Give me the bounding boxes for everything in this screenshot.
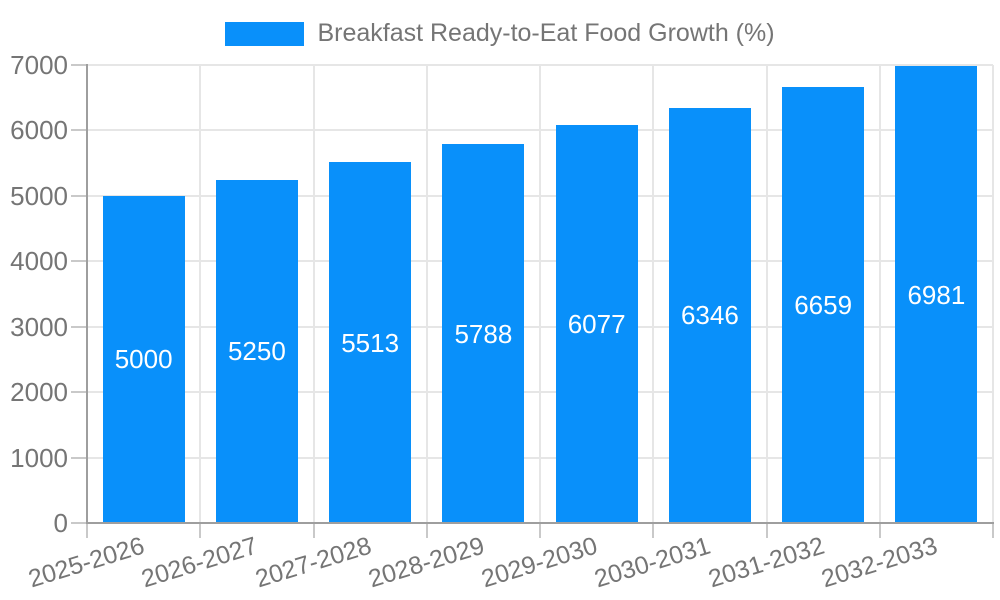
legend: Breakfast Ready-to-Eat Food Growth (%)	[0, 19, 1000, 48]
y-axis-tick-label: 7000	[10, 50, 68, 80]
y-tick-mark	[71, 64, 87, 66]
bar[interactable]	[668, 107, 751, 523]
bar-value-label: 5000	[114, 344, 173, 375]
bar[interactable]	[329, 162, 412, 523]
bar-value-label: 5250	[227, 336, 286, 367]
x-tick-mark	[425, 524, 428, 538]
x-axis-category-label: 2026-2027	[138, 531, 261, 594]
gridline-vertical	[539, 65, 541, 523]
x-tick-mark	[539, 524, 541, 538]
bar-value-label: 6981	[907, 279, 966, 310]
bar-value-label: 5513	[341, 327, 400, 358]
gridline-vertical	[425, 65, 428, 523]
bar[interactable]	[555, 125, 638, 523]
x-axis-category-label: 2032-2033	[817, 531, 941, 594]
x-axis-category-label: 2029-2030	[478, 531, 601, 594]
bar[interactable]	[102, 195, 185, 523]
x-tick-mark	[199, 524, 202, 538]
x-tick-mark	[312, 524, 315, 538]
bar[interactable]	[442, 144, 525, 523]
y-tick-mark	[71, 260, 87, 263]
gridline-vertical	[312, 65, 315, 523]
gridline-vertical	[878, 65, 881, 523]
bar[interactable]	[895, 66, 978, 523]
x-tick-mark	[765, 524, 768, 538]
bar-value-label: 6659	[794, 290, 853, 321]
legend-label: Breakfast Ready-to-Eat Food Growth (%)	[317, 19, 775, 47]
gridline-vertical	[199, 65, 202, 523]
y-axis-tick-label: 6000	[10, 115, 68, 146]
y-axis-line	[86, 64, 88, 524]
y-axis-tick-label: 1000	[10, 442, 68, 473]
x-axis-category-label: 2031-2032	[704, 531, 828, 594]
bar[interactable]	[215, 179, 298, 523]
x-axis-category-label: 2027-2028	[251, 531, 375, 594]
y-tick-mark	[71, 391, 87, 394]
legend-swatch-icon	[225, 21, 305, 46]
x-axis-line	[86, 522, 994, 524]
y-tick-mark	[71, 522, 87, 524]
y-axis-tick-label: 2000	[10, 377, 68, 408]
x-tick-mark	[86, 524, 88, 538]
bar-value-label: 6077	[567, 309, 626, 340]
bar[interactable]	[782, 87, 865, 523]
y-tick-mark	[71, 456, 87, 459]
y-axis-tick-label: 4000	[10, 246, 68, 277]
x-axis-category-label: 2028-2029	[364, 531, 488, 594]
x-axis-category-label: 2025-2026	[25, 531, 148, 594]
gridline-vertical	[992, 65, 994, 523]
y-axis-tick-label: 5000	[10, 180, 68, 211]
x-axis-category-label: 2030-2031	[591, 531, 714, 594]
y-tick-mark	[71, 325, 87, 328]
y-axis-tick-label: 3000	[10, 311, 68, 342]
bar-value-label: 5788	[454, 318, 513, 349]
y-tick-mark	[71, 194, 87, 197]
gridline-vertical	[652, 65, 655, 523]
x-tick-mark	[878, 524, 881, 538]
legend-item[interactable]: Breakfast Ready-to-Eat Food Growth (%)	[225, 19, 775, 48]
x-tick-mark	[652, 524, 655, 538]
bar-value-label: 6346	[680, 300, 739, 331]
y-tick-mark	[71, 129, 87, 132]
y-axis-tick-label: 0	[53, 508, 68, 538]
x-tick-mark	[992, 524, 994, 538]
gridline-vertical	[765, 65, 768, 523]
